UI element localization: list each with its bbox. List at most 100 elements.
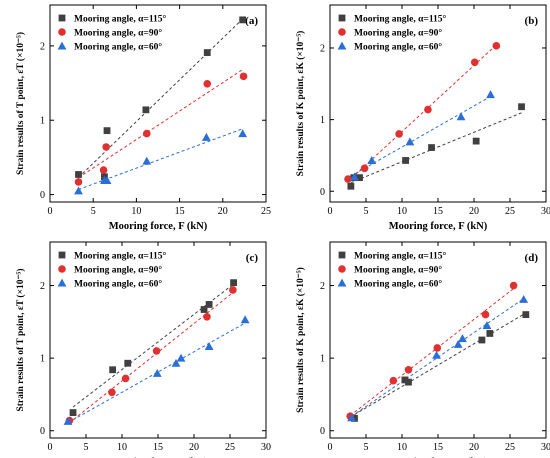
x-tick-label: 30 [541, 206, 550, 217]
plot-frame [49, 4, 267, 203]
x-tick-label: 0 [48, 206, 53, 217]
trend-line-circle [349, 288, 514, 417]
y-tick-label: 0 [320, 426, 325, 437]
x-tick-label: 10 [397, 442, 407, 453]
data-point-circle [492, 42, 501, 50]
data-point-square [124, 359, 132, 367]
data-point-circle [395, 130, 403, 138]
panel-label: (c) [246, 252, 259, 264]
x-tick-label: 10 [397, 206, 407, 217]
legend-label: Mooring angle, α=90° [74, 28, 162, 39]
x-tick-label: 5 [364, 206, 369, 217]
x-tick-label: 20 [218, 206, 228, 217]
data-point-circle [142, 129, 151, 138]
data-point-triangle [486, 90, 495, 99]
x-axis-label: Mooring force, F (kN) [389, 221, 488, 232]
data-point-square [103, 127, 111, 135]
data-point-triangle [350, 172, 359, 181]
data-point-triangle [74, 186, 83, 195]
trend-line-square [350, 112, 522, 184]
y-tick-label: 2 [320, 43, 325, 54]
legend-label: Mooring angle, α=90° [74, 265, 162, 276]
y-axis-label: Strain results of K point, εK (×10⁻⁵) [295, 267, 306, 413]
y-tick-label: 1 [320, 354, 325, 365]
x-tick-label: 0 [328, 206, 333, 217]
data-point-circle [433, 344, 442, 352]
data-point-square [356, 174, 363, 182]
y-tick-label: 1 [40, 116, 45, 127]
data-point-circle [121, 374, 130, 383]
legend-marker-triangle [337, 41, 347, 50]
legend-marker-triangle [337, 278, 347, 287]
data-point-circle [424, 105, 432, 114]
y-tick-label: 2 [40, 41, 45, 52]
x-tick-label: 25 [505, 442, 515, 453]
x-tick-label: 5 [84, 442, 89, 453]
legend-marker-square [58, 251, 66, 259]
legend-marker-triangle [57, 278, 67, 287]
panel-label: (a) [245, 15, 258, 27]
x-tick-label: 15 [433, 442, 443, 453]
legend-label: Mooring angle, α=60° [74, 279, 162, 290]
data-point-circle [360, 164, 369, 173]
data-point-triangle [63, 416, 73, 425]
legend-marker-circle [58, 265, 66, 273]
data-point-triangle [519, 294, 529, 303]
data-point-triangle [453, 339, 463, 348]
data-point-square [402, 157, 409, 164]
y-axis-label: Strain results of T point, εT (×10⁻⁵) [15, 32, 26, 175]
y-tick-label: 2 [320, 281, 325, 292]
y-axis-label: Strain results of K point, εK (×10⁻⁵) [295, 31, 306, 177]
data-point-square [109, 366, 117, 374]
x-tick-label: 0 [328, 442, 333, 453]
data-point-circle [152, 347, 161, 355]
data-point-square [75, 171, 82, 178]
legend-marker-square [338, 251, 346, 259]
x-tick-label: 5 [91, 206, 96, 217]
data-point-circle [108, 388, 116, 397]
legend-marker-square [58, 14, 66, 22]
data-point-triangle [367, 156, 377, 164]
data-point-triangle [176, 353, 186, 362]
panel-label: (d) [525, 252, 539, 264]
data-point-triangle [347, 413, 356, 422]
data-point-circle [203, 312, 211, 321]
legend-label: Mooring angle, α=60° [74, 42, 162, 53]
x-tick-label: 0 [48, 442, 53, 453]
x-tick-label: 15 [175, 206, 185, 217]
legend-label: Mooring angle, α=115° [74, 14, 167, 25]
data-point-square [347, 182, 355, 190]
x-tick-label: 20 [469, 206, 479, 217]
data-point-square [428, 144, 435, 151]
legend-marker-triangle [57, 41, 67, 50]
x-tick-label: 15 [433, 206, 443, 217]
panel-b: 0 5 10 15 20 25 30 0 1 2 Mooring force, F (kN) Stra… [295, 4, 550, 232]
data-point-circle [239, 72, 248, 81]
data-point-square [351, 415, 358, 422]
x-tick-label: 30 [261, 442, 271, 453]
y-tick-label: 0 [40, 190, 45, 201]
legend-label: Mooring angle, α=115° [74, 251, 167, 262]
x-tick-label: 15 [153, 442, 163, 453]
data-point-square [200, 306, 208, 313]
data-point-triangle [238, 129, 248, 138]
data-point-circle [470, 58, 479, 67]
x-tick-label: 20 [469, 442, 479, 453]
trend-line-circle [69, 292, 234, 424]
legend-marker-circle [58, 28, 66, 36]
data-point-circle [481, 310, 490, 319]
data-point-triangle [458, 334, 467, 343]
data-point-triangle [152, 368, 162, 377]
data-point-triangle [456, 112, 466, 121]
data-point-circle [509, 281, 518, 290]
data-point-triangle [204, 342, 214, 351]
y-tick-label: 0 [40, 426, 45, 437]
data-point-square [230, 279, 237, 287]
data-point-square [205, 301, 213, 308]
y-tick-label: 1 [40, 354, 45, 365]
legend-marker-square [338, 14, 346, 22]
panel-label: (b) [525, 15, 539, 27]
legend-label: Mooring angle, α=115° [354, 251, 447, 262]
data-point-circle [229, 286, 237, 294]
data-point-square [472, 137, 480, 145]
